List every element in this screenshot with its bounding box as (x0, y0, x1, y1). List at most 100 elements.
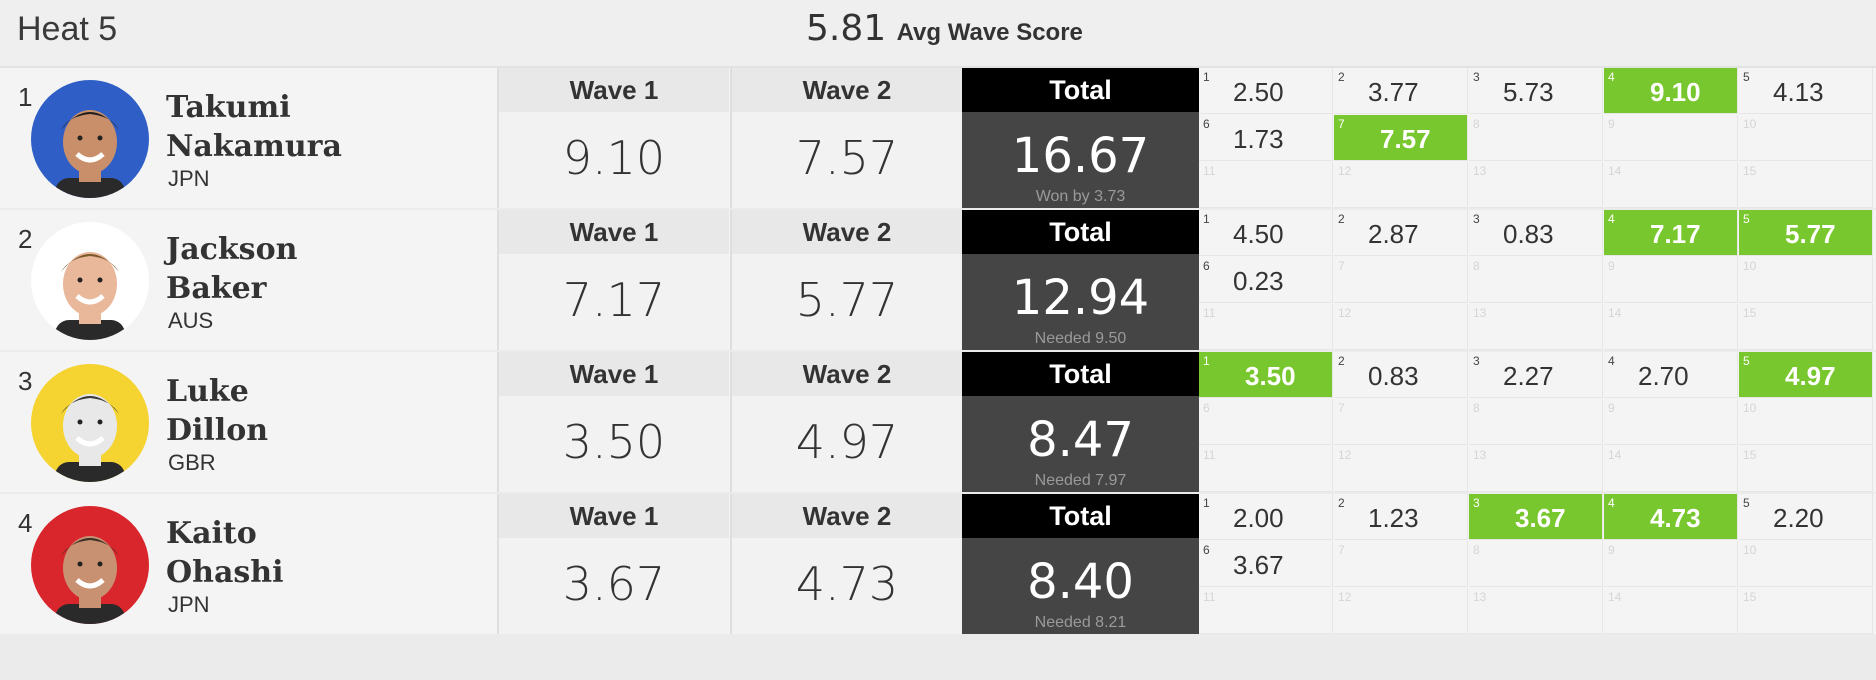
wave-cell: 14 (1604, 588, 1738, 634)
wave-cell: 10 (1739, 399, 1873, 445)
surfer-row[interactable]: 4 Kaito Ohashi JPN Wave 1 3.67 Wave 2 (0, 494, 1876, 634)
wave-cell-number: 15 (1743, 306, 1757, 320)
wave-cell-number: 10 (1743, 543, 1757, 557)
wave-1-score: 7.17 (562, 273, 666, 327)
wave-cell-counting[interactable]: 5 5.77 (1739, 210, 1873, 256)
avg-wave-score: 5.81 Avg Wave Score (806, 8, 1083, 49)
wave-grid: 1 3.50 2 0.83 3 2.27 4 2.70 5 4.97 6 7 8… (1199, 352, 1876, 492)
wave-cell-score: 0.23 (1233, 266, 1284, 296)
wave-cell-counting[interactable]: 4 9.10 (1604, 68, 1738, 114)
wave-cell-score: 0.83 (1503, 219, 1554, 249)
wave-cell-counting[interactable]: 7 7.57 (1334, 115, 1468, 161)
wave-cell-number: 12 (1338, 590, 1352, 604)
wave-cell-number: 9 (1608, 259, 1615, 273)
wave-cell[interactable]: 1 2.50 (1199, 68, 1333, 114)
wave-cell-score: 2.70 (1638, 361, 1689, 391)
wave-cell-number: 13 (1473, 306, 1487, 320)
wave-cell[interactable]: 6 3.67 (1199, 541, 1333, 587)
wave-1-header: Wave 1 (499, 210, 729, 254)
wave-cell-number: 9 (1608, 543, 1615, 557)
surfer-row[interactable]: 2 Jackson Baker AUS Wave 1 7.17 Wave 2 (0, 210, 1876, 350)
wave-cell-counting[interactable]: 4 7.17 (1604, 210, 1738, 256)
surfer-avatar[interactable] (31, 506, 149, 624)
surfer-last-name: Baker (166, 271, 267, 306)
wave-cell-number: 14 (1608, 448, 1622, 462)
wave-cell-score: 2.50 (1233, 77, 1284, 107)
wave-cell[interactable]: 5 4.13 (1739, 68, 1873, 114)
wave-cell: 11 (1199, 446, 1333, 492)
surfer-photo-icon (31, 506, 149, 624)
wave-cell[interactable]: 1 2.00 (1199, 494, 1333, 540)
wave-cell-number: 8 (1473, 543, 1480, 557)
wave-2-column: Wave 2 5.77 (730, 210, 962, 350)
wave-cell[interactable]: 3 0.83 (1469, 210, 1603, 256)
total-header: Total (962, 494, 1199, 538)
surfer-avatar[interactable] (31, 80, 149, 198)
wave-1-column: Wave 1 7.17 (497, 210, 729, 350)
wave-cell-score: 0.83 (1368, 361, 1419, 391)
wave-cell[interactable]: 3 2.27 (1469, 352, 1603, 398)
total-column: Total 8.47 Needed 7.97 (962, 352, 1199, 492)
wave-cell-number: 3 (1473, 354, 1480, 368)
wave-cell-score: 5.73 (1503, 77, 1554, 107)
surfer-last-name: Ohashi (166, 555, 284, 590)
wave-cell-number: 15 (1743, 448, 1757, 462)
wave-grid: 1 2.00 2 1.23 3 3.67 4 4.73 5 2.20 6 3.6… (1199, 494, 1876, 634)
wave-cell-number: 3 (1473, 212, 1480, 226)
wave-2-header: Wave 2 (732, 494, 962, 538)
wave-cell-number: 10 (1743, 117, 1757, 131)
total-header: Total (962, 352, 1199, 396)
wave-cell: 10 (1739, 257, 1873, 303)
wave-cell-number: 2 (1338, 354, 1345, 368)
surfer-row[interactable]: 1 Takumi Nakamura JPN Wave 1 9.10 Wave 2 (0, 68, 1876, 208)
surfer-name[interactable]: Takumi Nakamura (166, 88, 342, 166)
wave-cell[interactable]: 2 1.23 (1334, 494, 1468, 540)
wave-cell-number: 8 (1473, 259, 1480, 273)
wave-cell-number: 1 (1203, 212, 1210, 226)
wave-cell-number: 13 (1473, 164, 1487, 178)
wave-cell-score: 4.50 (1233, 219, 1284, 249)
wave-cell: 14 (1604, 162, 1738, 208)
wave-1-score: 3.50 (562, 415, 666, 469)
wave-cell[interactable]: 2 0.83 (1334, 352, 1468, 398)
wave-cell[interactable]: 6 1.73 (1199, 115, 1333, 161)
wave-cell: 13 (1469, 162, 1603, 208)
wave-cell-number: 7 (1338, 117, 1345, 131)
wave-cell-counting[interactable]: 3 3.67 (1469, 494, 1603, 540)
surfer-name[interactable]: Luke Dillon (166, 372, 268, 450)
surfer-avatar[interactable] (31, 222, 149, 340)
wave-cell: 14 (1604, 446, 1738, 492)
surfer-name[interactable]: Kaito Ohashi (166, 514, 283, 592)
wave-cell-number: 15 (1743, 164, 1757, 178)
wave-cell[interactable]: 1 4.50 (1199, 210, 1333, 256)
wave-cell-number: 8 (1473, 401, 1480, 415)
wave-cell-number: 1 (1203, 496, 1210, 510)
wave-cell-score: 2.27 (1503, 361, 1554, 391)
wave-cell-number: 7 (1338, 259, 1345, 273)
total-score: 8.40 (1027, 554, 1134, 610)
wave-cell-score: 2.87 (1368, 219, 1419, 249)
wave-cell-counting[interactable]: 5 4.97 (1739, 352, 1873, 398)
wave-cell-number: 2 (1338, 212, 1345, 226)
wave-cell[interactable]: 4 2.70 (1604, 352, 1738, 398)
wave-cell-counting[interactable]: 1 3.50 (1199, 352, 1333, 398)
surfer-row[interactable]: 3 Luke Dillon GBR Wave 1 3.50 Wave 2 4 (0, 352, 1876, 492)
total-header: Total (962, 68, 1199, 112)
wave-cell[interactable]: 5 2.20 (1739, 494, 1873, 540)
wave-cell[interactable]: 2 2.87 (1334, 210, 1468, 256)
wave-cell-number: 12 (1338, 306, 1352, 320)
wave-cell: 13 (1469, 304, 1603, 350)
surfer-name[interactable]: Jackson Baker (166, 230, 297, 308)
wave-cell: 9 (1604, 115, 1738, 161)
wave-cell-counting[interactable]: 4 4.73 (1604, 494, 1738, 540)
surfer-avatar[interactable] (31, 364, 149, 482)
wave-cell-number: 2 (1338, 496, 1345, 510)
wave-cell[interactable]: 3 5.73 (1469, 68, 1603, 114)
wave-2-column: Wave 2 4.73 (730, 494, 962, 634)
wave-cell-number: 13 (1473, 590, 1487, 604)
wave-cell[interactable]: 2 3.77 (1334, 68, 1468, 114)
wave-cell[interactable]: 6 0.23 (1199, 257, 1333, 303)
wave-cell-score: 7.57 (1380, 124, 1431, 154)
wave-cell: 12 (1334, 588, 1468, 634)
wave-cell-number: 4 (1608, 212, 1615, 226)
